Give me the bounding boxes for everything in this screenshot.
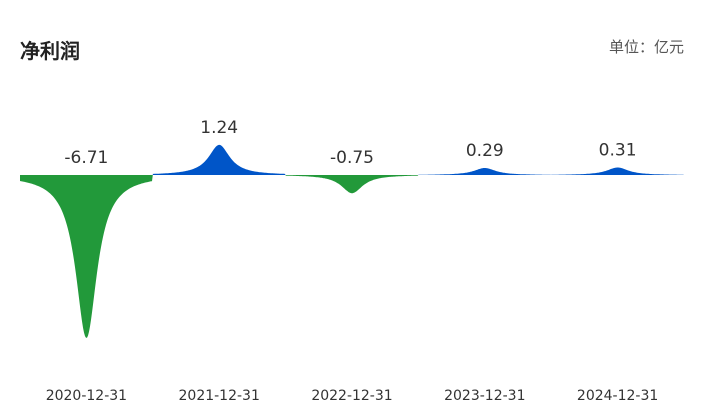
spike [152,144,286,175]
x-tick-label: 2023-12-31 [444,388,525,404]
spike [418,168,552,175]
x-tick-label: 2024-12-31 [577,388,658,404]
value-label: 1.24 [200,118,238,138]
x-tick-label: 2021-12-31 [179,388,260,404]
value-label: 0.29 [466,141,504,161]
chart-title: 净利润 [20,39,80,63]
unit-label: 单位：亿元 [609,38,684,56]
spike [551,167,684,175]
spike [20,175,153,338]
x-tick-label: 2022-12-31 [311,388,392,404]
x-tick-label: 2020-12-31 [46,388,127,404]
spike [285,175,419,194]
value-label: 0.31 [599,140,637,160]
value-label: -6.71 [64,148,108,168]
value-label: -0.75 [330,148,374,168]
